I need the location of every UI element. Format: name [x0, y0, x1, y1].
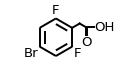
Text: OH: OH: [95, 21, 115, 34]
Text: Br: Br: [24, 47, 38, 60]
Text: O: O: [81, 36, 92, 49]
Text: F: F: [74, 47, 81, 60]
Text: F: F: [52, 4, 60, 17]
